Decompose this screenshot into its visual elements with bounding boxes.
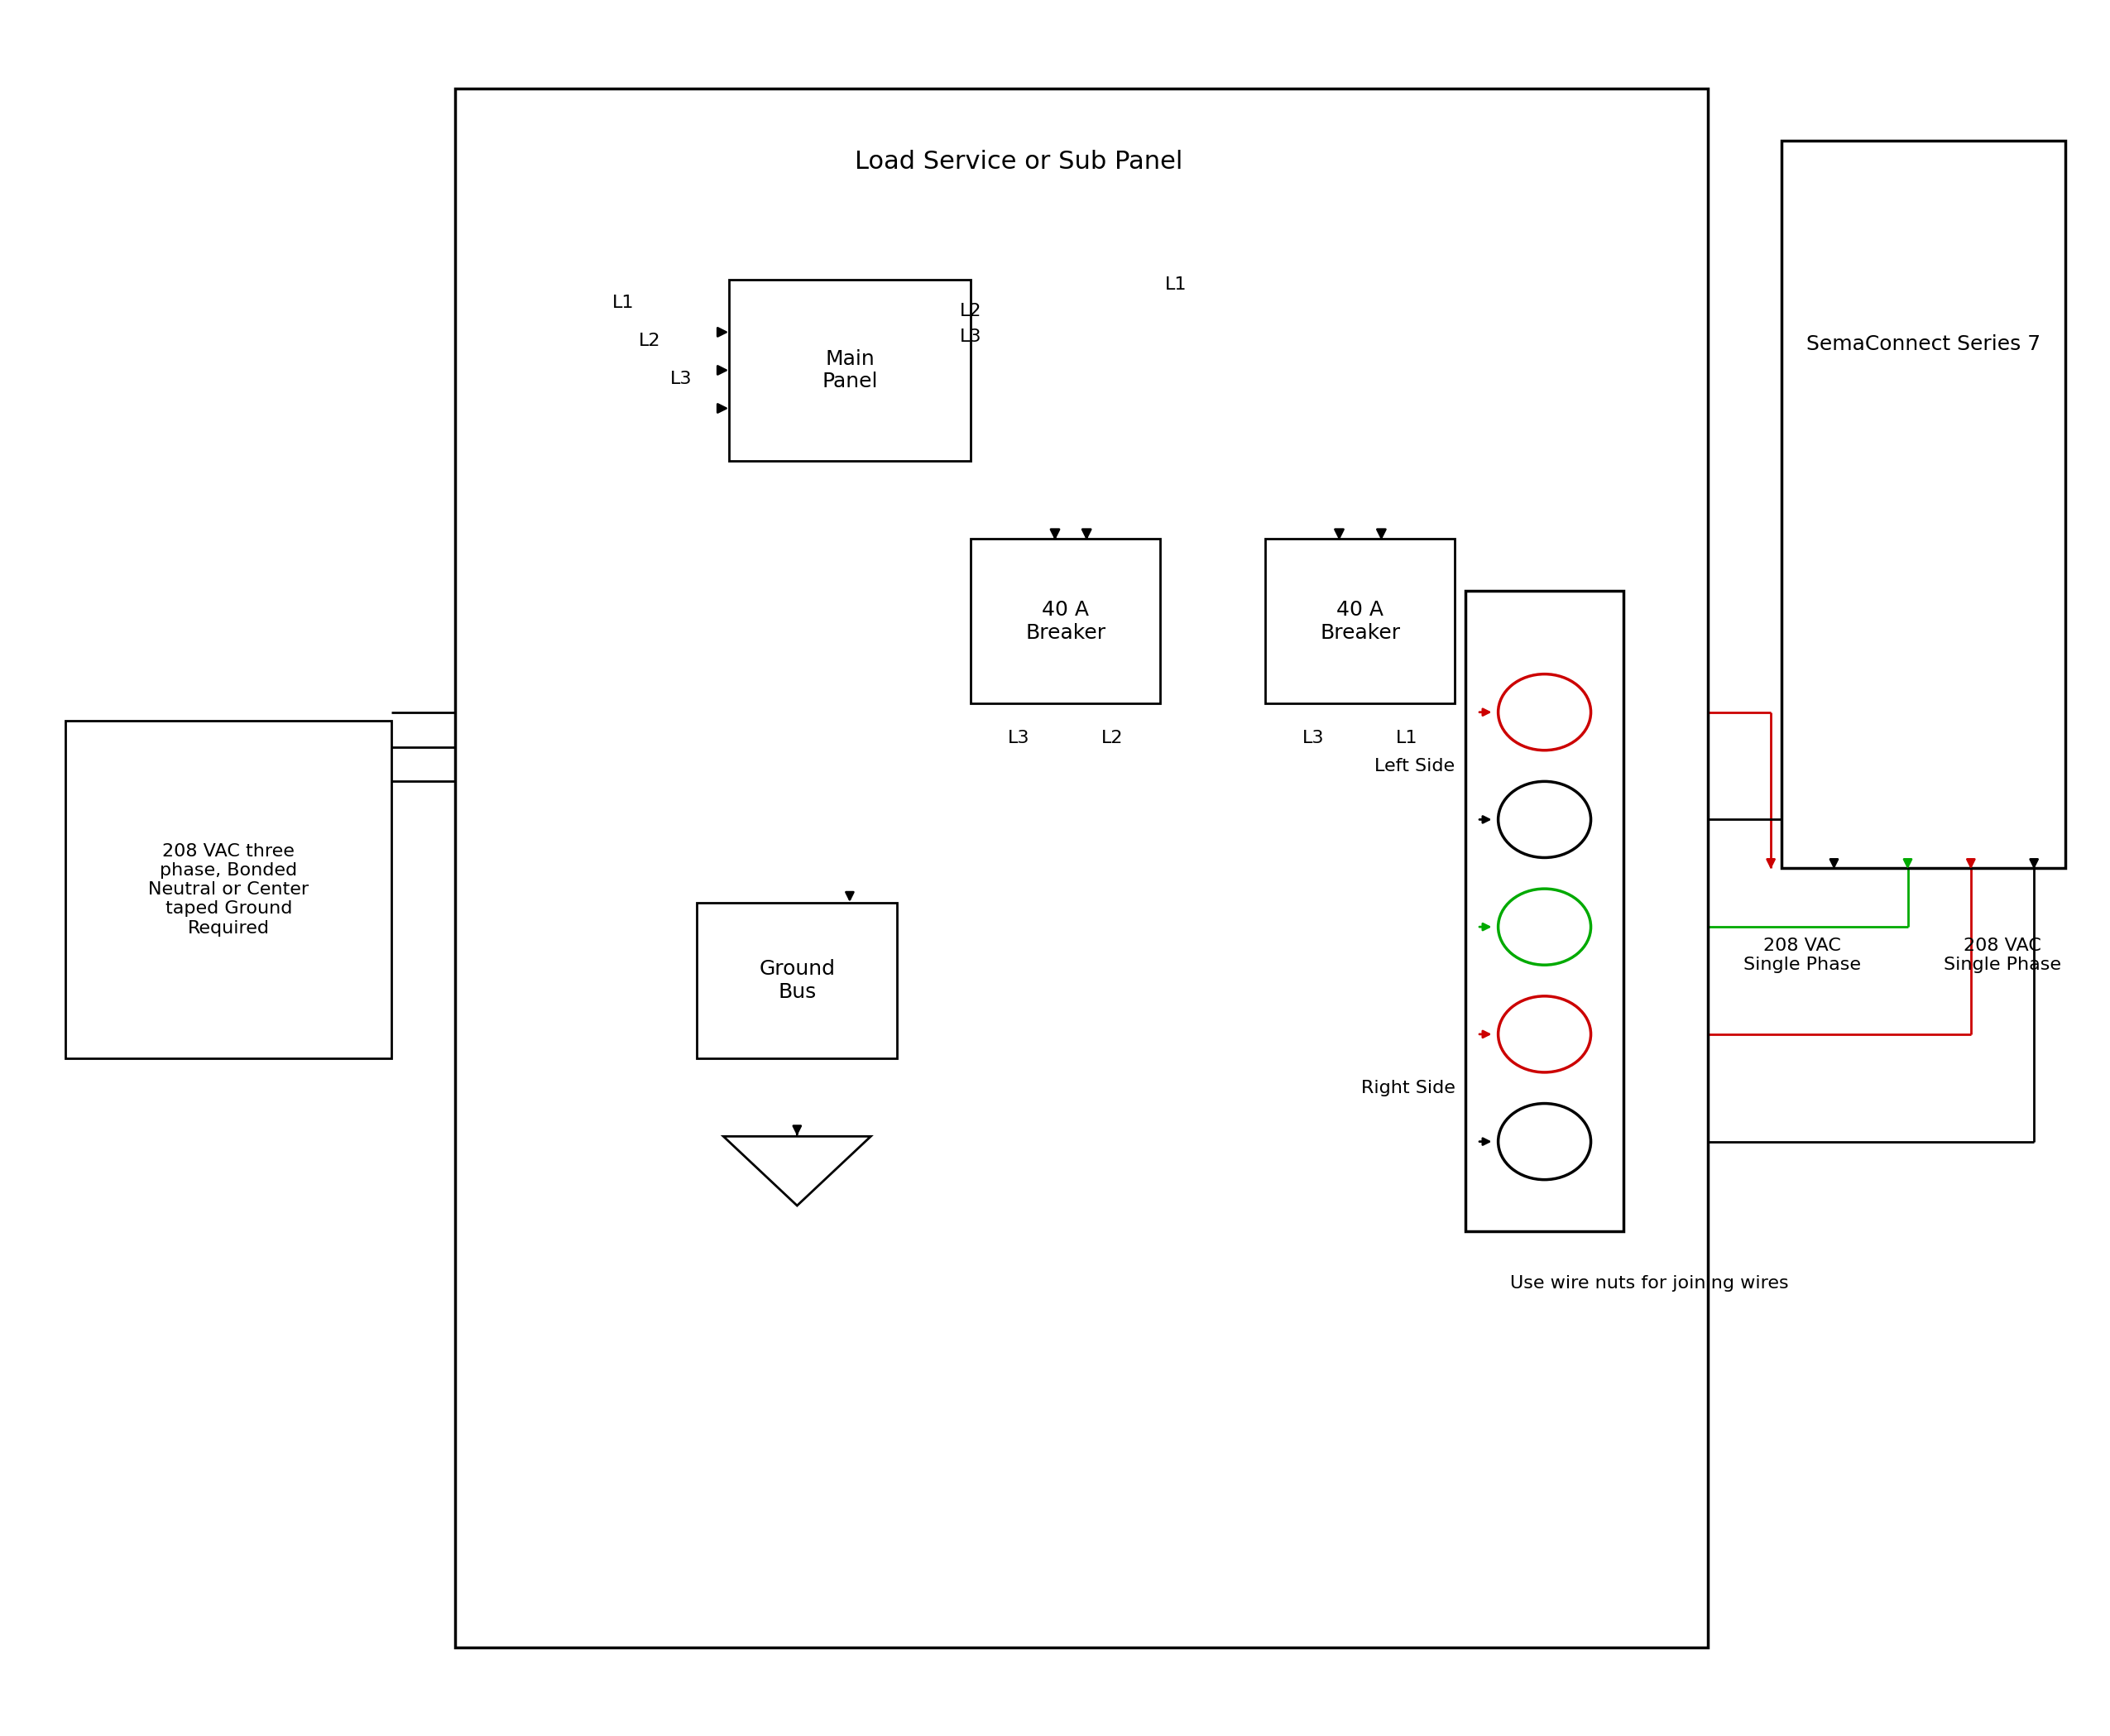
Bar — [696, 903, 897, 1059]
Bar — [971, 540, 1160, 703]
Text: Ground
Bus: Ground Bus — [760, 958, 836, 1002]
Text: Right Side: Right Side — [1361, 1080, 1456, 1095]
Bar — [1266, 540, 1456, 703]
Text: 208 VAC
Single Phase: 208 VAC Single Phase — [1943, 937, 2061, 972]
Circle shape — [1498, 996, 1591, 1073]
Text: L3: L3 — [1302, 729, 1325, 746]
Bar — [728, 279, 971, 462]
Bar — [456, 89, 1707, 1647]
Bar — [1466, 590, 1623, 1231]
Text: 208 VAC
Single Phase: 208 VAC Single Phase — [1743, 937, 1861, 972]
Bar — [1781, 141, 2066, 868]
Text: 40 A
Breaker: 40 A Breaker — [1321, 601, 1401, 642]
Circle shape — [1498, 781, 1591, 858]
Text: L2: L2 — [960, 302, 981, 319]
Text: L2: L2 — [639, 333, 660, 349]
Text: L3: L3 — [1009, 729, 1030, 746]
Text: L3: L3 — [671, 372, 692, 387]
Circle shape — [1498, 889, 1591, 965]
Text: L1: L1 — [612, 295, 635, 311]
Circle shape — [1498, 1104, 1591, 1180]
Text: SemaConnect Series 7: SemaConnect Series 7 — [1806, 335, 2040, 354]
Text: Left Side: Left Side — [1374, 757, 1456, 774]
Text: Use wire nuts for joining wires: Use wire nuts for joining wires — [1511, 1274, 1789, 1292]
Text: L3: L3 — [960, 328, 981, 345]
Text: L1: L1 — [1165, 276, 1188, 293]
Text: 208 VAC three
phase, Bonded
Neutral or Center
taped Ground
Required: 208 VAC three phase, Bonded Neutral or C… — [148, 844, 308, 936]
Text: 40 A
Breaker: 40 A Breaker — [1025, 601, 1106, 642]
Text: L1: L1 — [1397, 729, 1418, 746]
Bar — [65, 720, 392, 1059]
Text: Load Service or Sub Panel: Load Service or Sub Panel — [855, 149, 1184, 174]
Text: L2: L2 — [1101, 729, 1123, 746]
Text: Main
Panel: Main Panel — [821, 349, 878, 392]
Circle shape — [1498, 674, 1591, 750]
